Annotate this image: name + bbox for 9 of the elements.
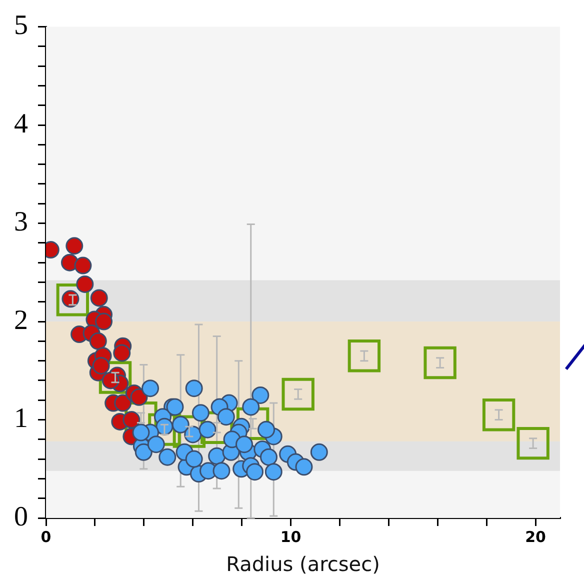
x-tick-label: 20 — [525, 528, 546, 546]
x-tick-label: 0 — [40, 528, 52, 546]
y-tick-label: 1 — [14, 403, 28, 434]
x-tick-label: 10 — [280, 528, 302, 546]
y-tick-label: 2 — [14, 304, 28, 336]
y-tick-label: 4 — [14, 108, 28, 140]
y-tick-label: 5 — [14, 10, 28, 42]
y-tick-label: 3 — [14, 206, 28, 238]
x-axis-title: Radius (arcsec) — [226, 552, 380, 576]
